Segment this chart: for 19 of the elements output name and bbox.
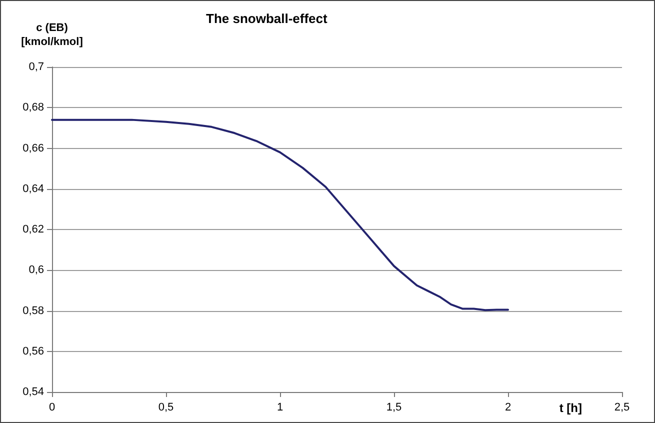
line-series xyxy=(51,118,509,312)
y-tick-label: 0,6 xyxy=(28,264,44,276)
x-tick-label: 0 xyxy=(48,402,56,414)
y-tick-label: 0,54 xyxy=(22,386,44,398)
y-tick-label: 0,56 xyxy=(22,345,44,358)
y-tick-label: 0,62 xyxy=(22,224,44,236)
x-tick-label: 0,5 xyxy=(158,402,174,414)
y-tick-label: 0,64 xyxy=(22,182,44,195)
y-axis-title: c (EB) [kmol/kmol] xyxy=(21,22,84,48)
y-tick-label: 0,68 xyxy=(22,102,44,114)
x-tick-label: 2 xyxy=(504,402,512,414)
x-tick-label: 1 xyxy=(276,402,284,414)
x-tick-label: 1,5 xyxy=(386,402,402,414)
x-axis-title: t [h] xyxy=(559,401,582,415)
chart-title: The snowball-effect xyxy=(206,11,328,26)
y-tick-label: 0,58 xyxy=(22,304,44,317)
y-tick-label: 0,66 xyxy=(22,142,44,154)
y-tick-label: 0,7 xyxy=(28,61,44,73)
x-tick-label: 2,5 xyxy=(614,402,630,414)
